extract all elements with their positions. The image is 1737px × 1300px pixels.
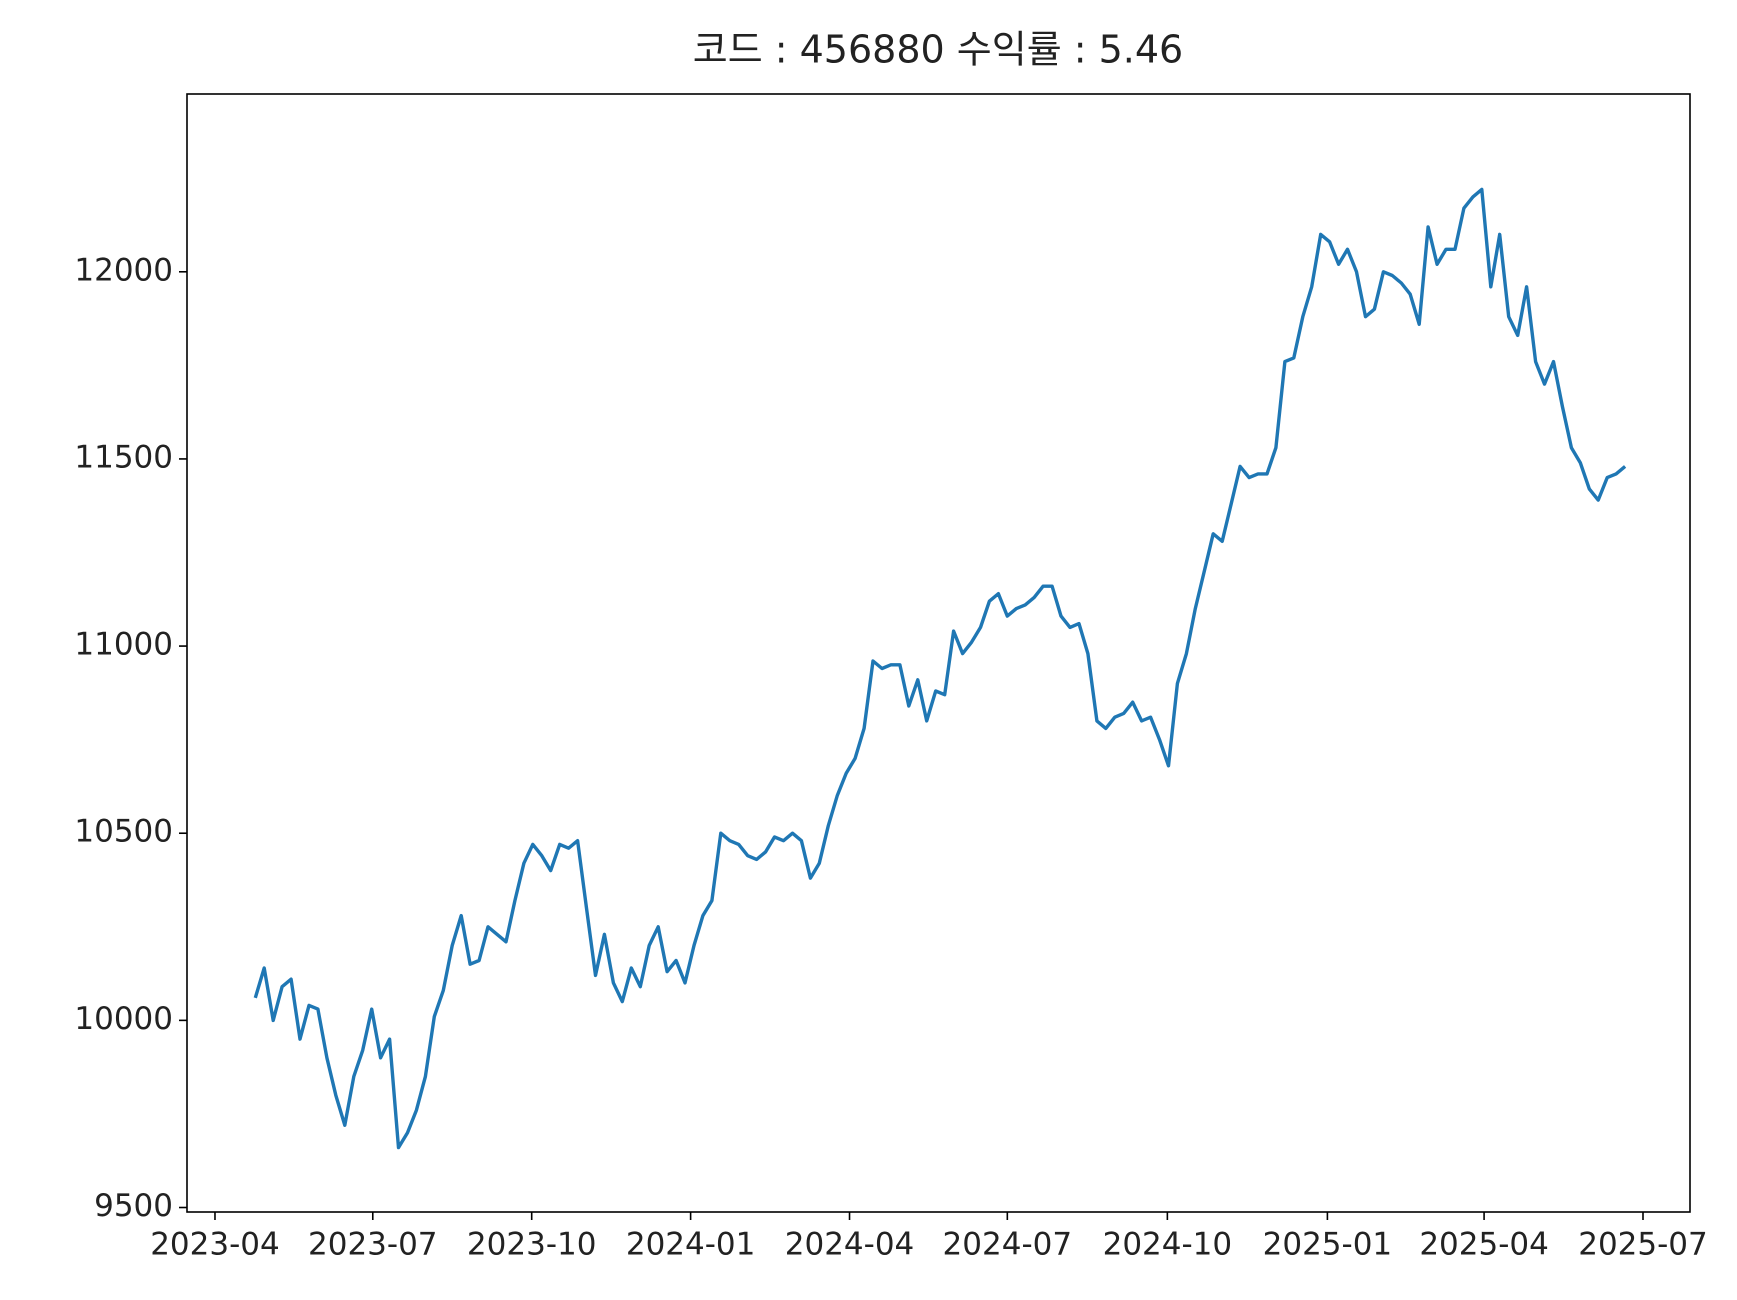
line-series [253,187,1627,1150]
y-tick-label: 10500 [74,814,173,850]
x-tick-label: 2024-04 [785,1227,915,1263]
y-tick-label: 11000 [74,627,173,663]
x-tick-label: 2024-07 [943,1227,1073,1263]
y-tick-label: 12000 [74,252,173,288]
x-tick-label: 2023-04 [150,1227,280,1263]
x-tick-label: 2024-10 [1103,1227,1233,1263]
chart-title: 코드 : 456880 수익률 : 5.46 [693,28,1183,72]
x-tick-label: 2025-01 [1263,1227,1393,1263]
y-tick-label: 9500 [94,1188,173,1224]
y-tick-label: 11500 [74,439,173,475]
x-tick-label: 2024-01 [626,1227,756,1263]
x-tick-label: 2023-07 [308,1227,438,1263]
plot-frame [186,93,1691,1213]
x-tick-label: 2023-10 [467,1227,597,1263]
y-tick-label: 10000 [74,1001,173,1037]
x-tick-label: 2025-04 [1419,1227,1549,1263]
x-tick-label: 2025-07 [1578,1227,1708,1263]
